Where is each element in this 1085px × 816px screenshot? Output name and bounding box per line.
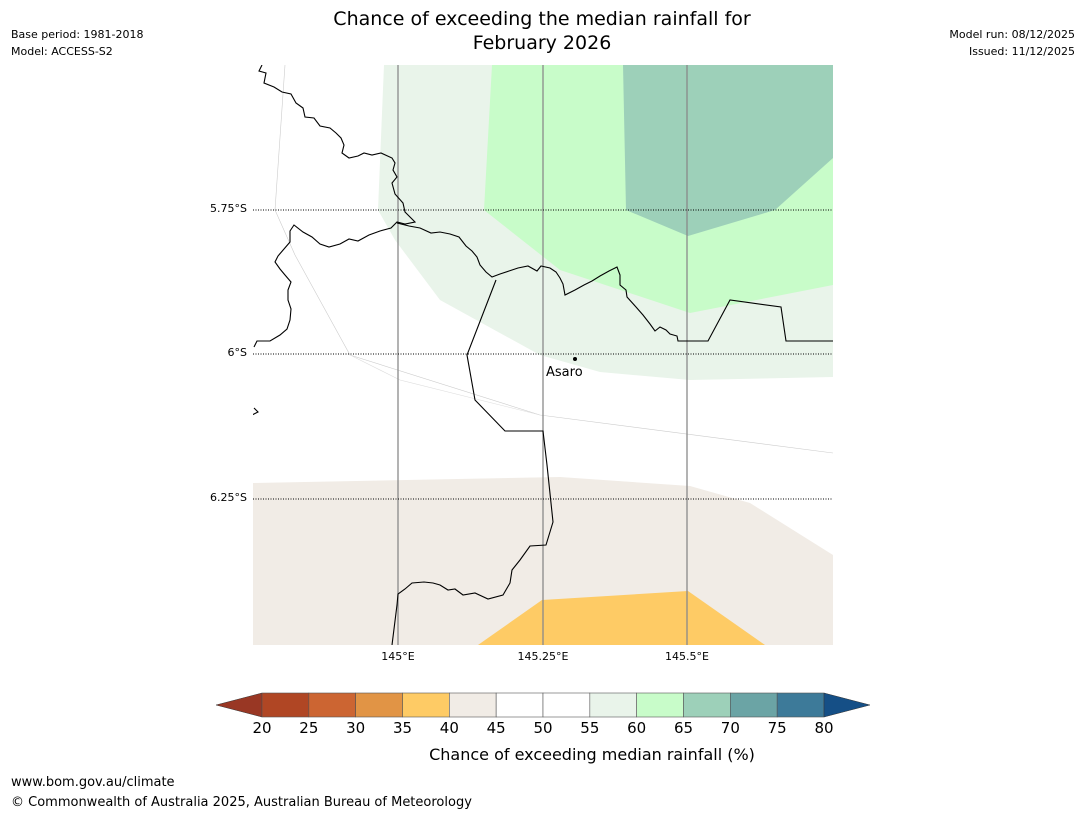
lon-label: 145.5°E — [665, 650, 709, 663]
footer-url: www.bom.gov.au/climate — [11, 775, 175, 790]
colorbar-tick-label: 70 — [720, 719, 740, 737]
colorbar-cell — [355, 692, 403, 718]
boundaries — [253, 65, 833, 645]
province-boundary — [396, 222, 833, 342]
colorbar-cell — [402, 692, 450, 718]
colorbar-cell — [589, 692, 637, 718]
colorbar — [215, 692, 871, 718]
colorbar-cell — [261, 692, 310, 718]
base-period-text: Base period: 1981-2018 — [11, 28, 144, 41]
colorbar-cell — [542, 692, 591, 718]
parallels — [253, 209, 833, 500]
colorbar-tick-label: 20 — [252, 719, 272, 737]
colorbar-cell — [776, 692, 825, 718]
fill-35-40 — [478, 591, 765, 645]
title-line-2: February 2026 — [472, 32, 612, 54]
lat-label: 6.25°S — [210, 491, 247, 504]
issued-text: Issued: 11/12/2025 — [968, 45, 1075, 58]
place-label-asaro: Asaro — [546, 365, 583, 380]
title-line-1: Chance of exceeding the median rainfall … — [333, 8, 751, 30]
colorbar-tick-label: 45 — [486, 719, 506, 737]
contour-line — [274, 65, 833, 454]
colorbar-cell — [636, 692, 684, 718]
colorbar-cell — [449, 692, 497, 718]
colorbar-tick-label: 50 — [533, 719, 553, 737]
lat-label: 5.75°S — [210, 202, 247, 215]
colorbar-cells — [261, 692, 825, 718]
colorbar-under-arrow — [215, 692, 263, 718]
lon-label: 145°E — [381, 650, 415, 663]
colorbar-tick-label: 25 — [299, 719, 319, 737]
colorbar-tick-label: 30 — [346, 719, 366, 737]
colorbar-over-arrow — [823, 692, 871, 718]
colorbar-tick-label: 35 — [392, 719, 413, 737]
colorbar-cell — [730, 692, 778, 718]
colorbar-tick-label: 55 — [580, 719, 600, 737]
contour-line — [349, 354, 541, 416]
colorbar-cell — [308, 692, 356, 718]
colorbar-tick-label: 75 — [767, 719, 787, 737]
colorbar-cell — [683, 692, 731, 718]
colorbar-cell — [495, 692, 544, 718]
colorbar-tick-label: 60 — [627, 719, 647, 737]
place-marker — [573, 357, 577, 361]
colorbar-tick-label: 80 — [814, 719, 834, 737]
lon-label: 145.25°E — [517, 650, 569, 663]
province-boundary — [391, 279, 554, 645]
lat-label: 6°S — [227, 346, 247, 359]
model-run-text: Model run: 08/12/2025 — [949, 28, 1075, 41]
colorbar-tick-label: 40 — [439, 719, 459, 737]
map-title: Chance of exceeding the median rainfall … — [242, 7, 842, 55]
colorbar-label: Chance of exceeding median rainfall (%) — [429, 745, 755, 764]
model-text: Model: ACCESS-S2 — [11, 45, 113, 58]
colorbar-tick-label: 65 — [673, 719, 694, 737]
province-boundary — [253, 407, 259, 416]
meridians — [397, 65, 688, 645]
fill-65-70 — [623, 65, 833, 236]
province-boundary — [253, 65, 417, 348]
footer-copyright: © Commonwealth of Australia 2025, Austra… — [11, 795, 472, 810]
